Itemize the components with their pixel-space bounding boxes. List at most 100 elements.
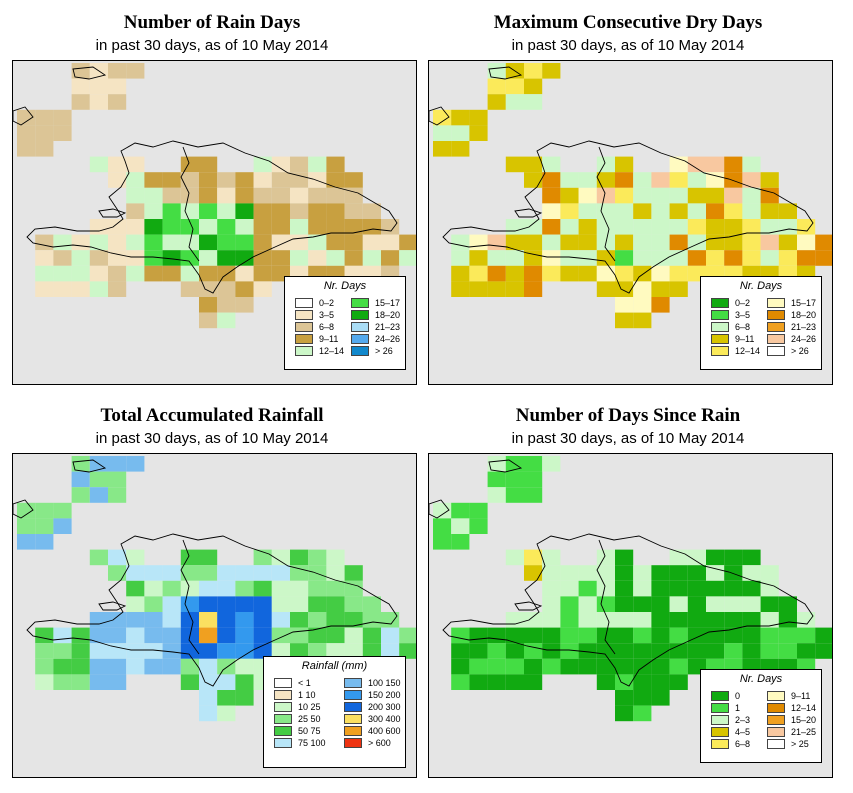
grid-cell [53, 265, 72, 282]
grid-cell [596, 265, 615, 282]
grid-cell [180, 612, 199, 628]
grid-cell [199, 627, 218, 644]
grid-cell [615, 250, 634, 266]
grid-cell [633, 658, 652, 675]
grid-cell [53, 281, 72, 297]
grid-cell [71, 627, 90, 644]
legend-label: 9–11 [791, 691, 811, 701]
grid-cell [742, 172, 761, 188]
legend-swatch [344, 702, 362, 712]
legend-title: Nr. Days [739, 673, 783, 685]
grid-cell [615, 549, 634, 566]
grid-cell [742, 580, 761, 597]
grid-cell [487, 94, 506, 110]
grid-cell [687, 549, 706, 566]
panel-title: Number of Rain Days [123, 12, 301, 33]
grid-cell [253, 265, 272, 282]
legend-item: 1 [711, 702, 763, 714]
grid-cell [108, 658, 127, 675]
grid-cell [724, 203, 743, 219]
grid-cell [651, 297, 670, 313]
grid-cell [35, 234, 54, 251]
grid-cell [633, 172, 652, 188]
grid-cell [362, 203, 381, 219]
grid-cell [742, 234, 761, 251]
grid-cell [326, 219, 345, 235]
grid-cell [724, 156, 743, 173]
grid-cell [253, 219, 272, 235]
grid-cell [633, 580, 652, 597]
grid-cell [724, 234, 743, 251]
grid-cell [487, 627, 506, 644]
grid-cell [271, 172, 290, 188]
grid-cell [290, 172, 309, 188]
grid-cell [290, 234, 309, 251]
grid-cell [162, 234, 181, 251]
grid-cell [89, 643, 108, 659]
grid-cell [651, 627, 670, 644]
grid-cell [162, 658, 181, 675]
grid-cell [542, 658, 561, 675]
grid-cell [180, 549, 199, 566]
grid-cell [199, 219, 218, 235]
grid-cell [487, 487, 506, 503]
grid-cell [217, 297, 236, 313]
grid-cell [199, 203, 218, 219]
legend-item: 15–17 [351, 297, 403, 309]
grid-cell [53, 518, 72, 534]
grid-cell [71, 94, 90, 110]
legend-label: 15–17 [375, 298, 401, 308]
legend-label: 18–20 [791, 310, 817, 320]
grid-cell [308, 627, 327, 644]
legend-swatch [351, 322, 369, 332]
grid-cell [362, 627, 381, 644]
legend-title: Rainfall (mm) [301, 660, 368, 672]
legend-label: 6–8 [735, 322, 751, 332]
grid-cell [235, 234, 254, 251]
legend-swatch [351, 298, 369, 308]
grid-cell [108, 63, 127, 79]
grid-cell [71, 234, 90, 251]
coastline [514, 601, 543, 611]
grid-cell [742, 565, 761, 581]
grid-cell [271, 612, 290, 628]
grid-cell [469, 125, 488, 141]
grid-cell [487, 265, 506, 282]
grid-cell [542, 63, 561, 79]
legend-label: 21–25 [791, 727, 817, 737]
grid-cell [633, 627, 652, 644]
legend-swatch [344, 690, 362, 700]
grid-cell [308, 234, 327, 251]
legend-swatch [295, 346, 313, 356]
grid-cell [381, 234, 400, 251]
grid-cell [578, 187, 597, 204]
legend-item: 0 [711, 690, 763, 702]
grid-cell [235, 580, 254, 597]
legend-swatch [274, 690, 292, 700]
grid-cell [180, 187, 199, 204]
grid-cell [180, 580, 199, 597]
legend-title: Nr. Days [739, 280, 783, 292]
grid-cell [487, 658, 506, 675]
grid-cell [542, 627, 561, 644]
legend-label: 10 25 [298, 702, 321, 712]
legend-label: 9–11 [319, 334, 339, 344]
legend-swatch [767, 703, 785, 713]
grid-cell [505, 78, 524, 95]
grid-cell [344, 250, 363, 266]
grid-cell [651, 281, 670, 297]
grid-cell [126, 250, 145, 266]
grid-cell [217, 187, 236, 204]
legend-label: 100 150 [368, 678, 401, 688]
grid-cell [633, 674, 652, 690]
legend-label: 25 50 [298, 714, 321, 724]
grid-cell [669, 580, 688, 597]
legend-swatch [767, 322, 785, 332]
grid-cell [524, 471, 543, 488]
legend-item: 18–20 [767, 309, 819, 321]
grid-cell [487, 281, 506, 297]
grid-cell [505, 643, 524, 659]
grid-cell [815, 250, 832, 266]
grid-cell [505, 219, 524, 235]
grid-cell [126, 627, 145, 644]
